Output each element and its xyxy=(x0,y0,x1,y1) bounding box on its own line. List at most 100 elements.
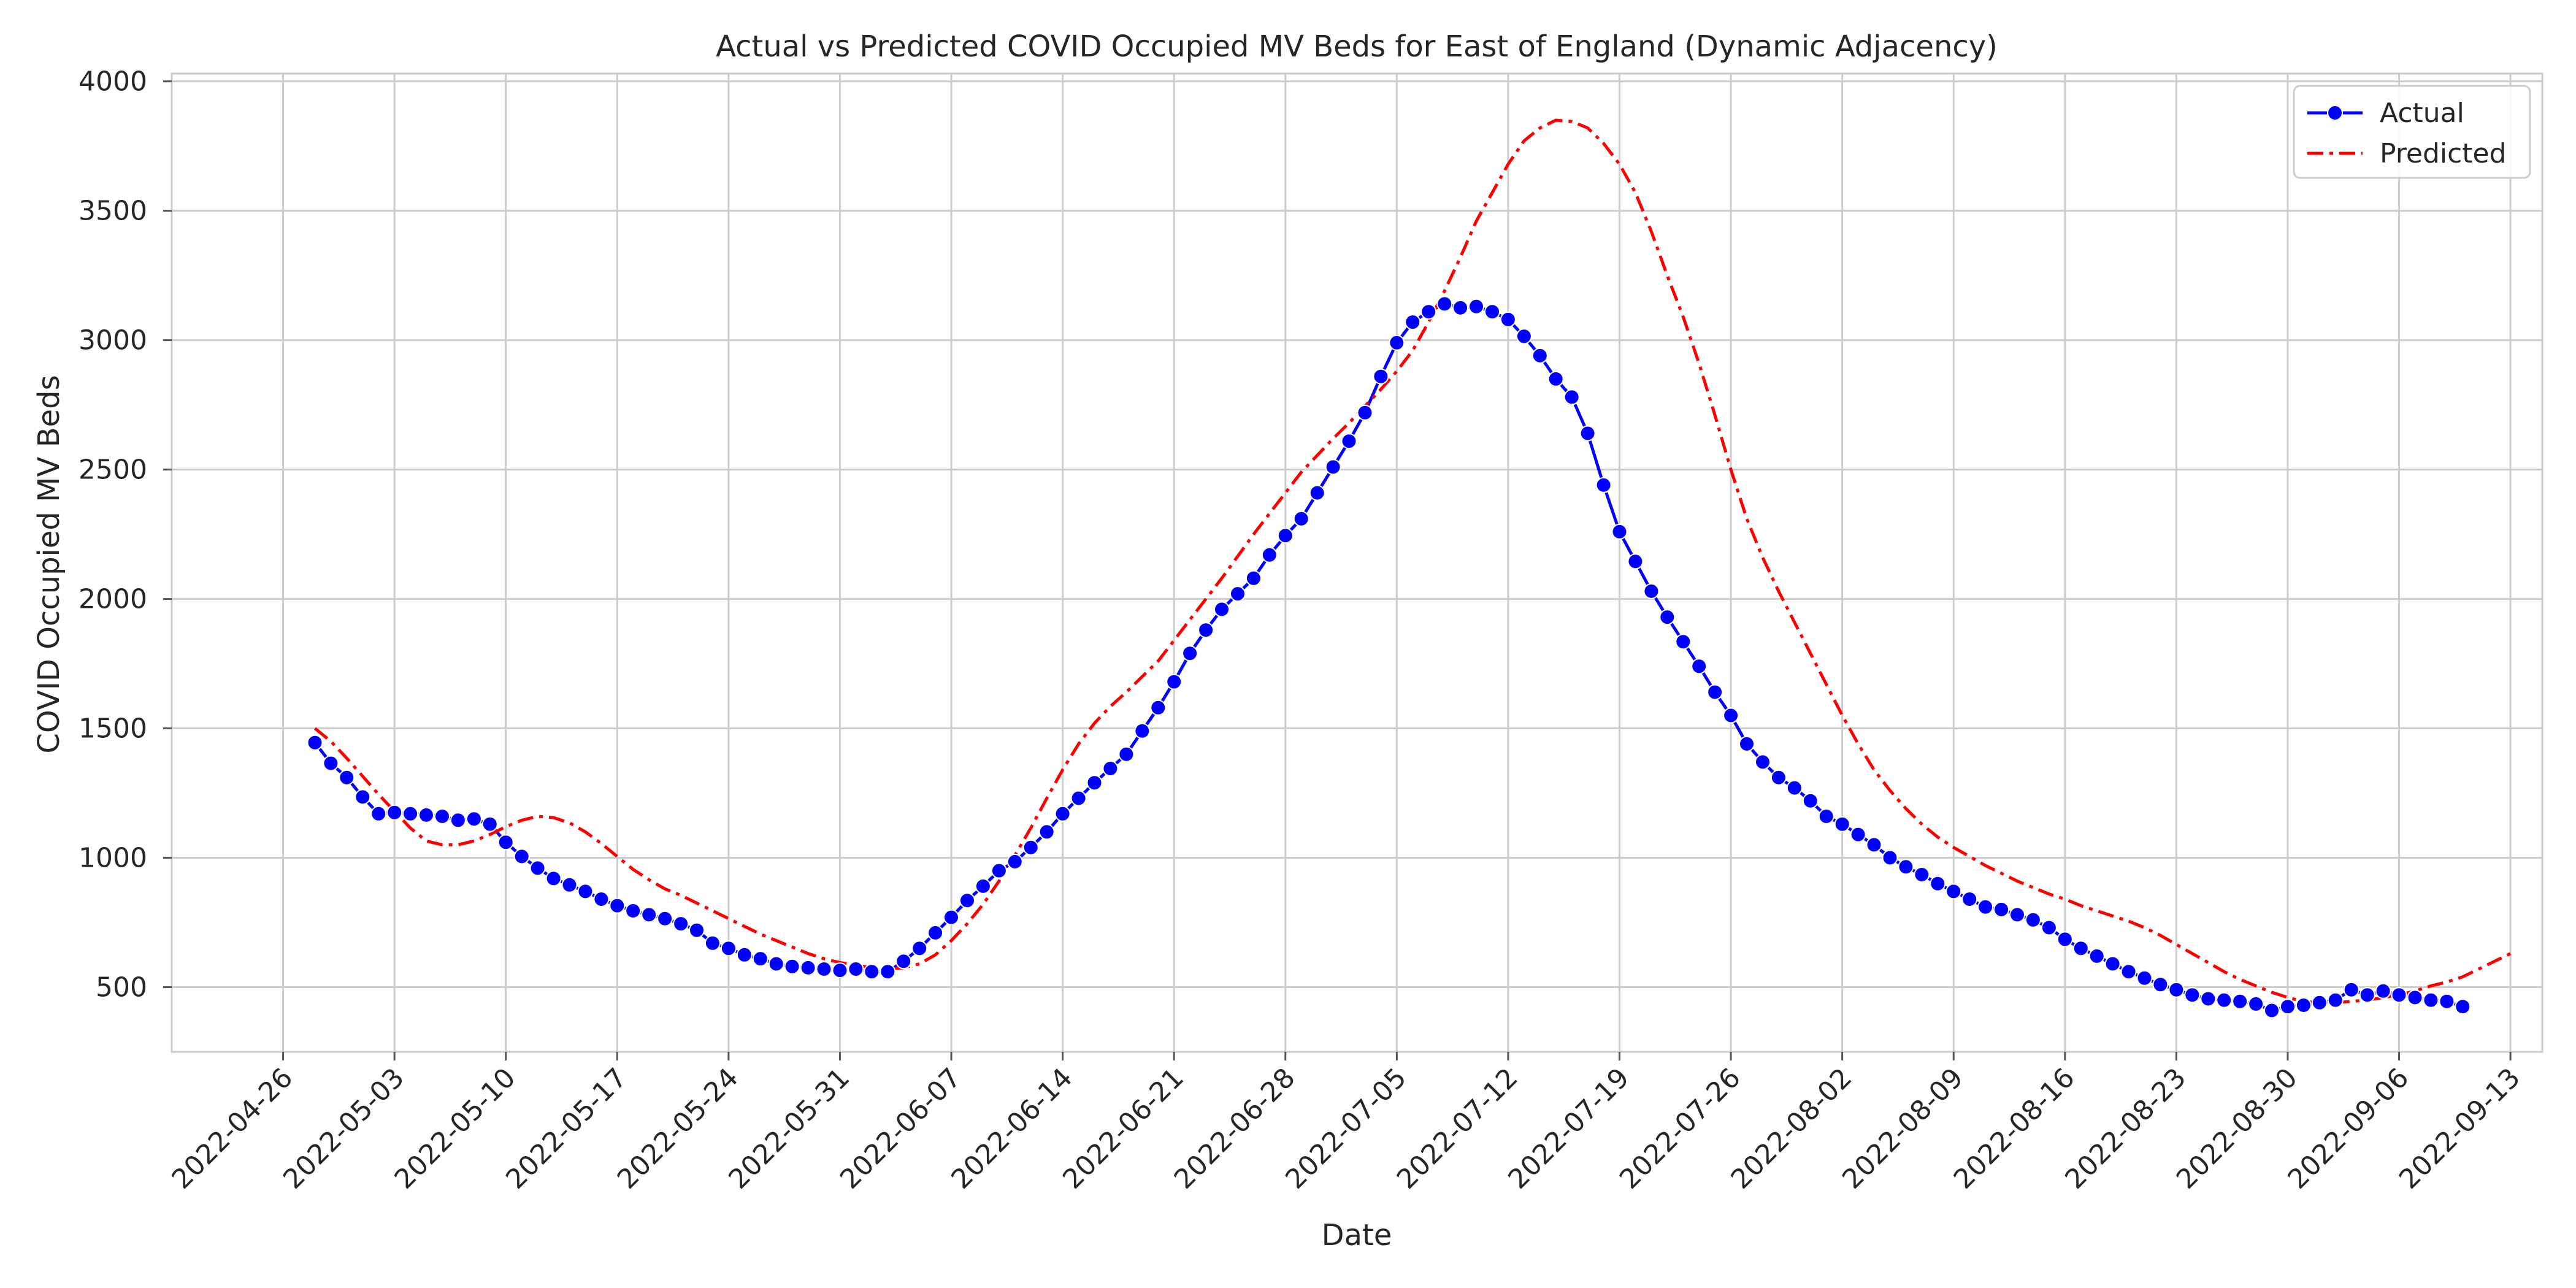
series-point-actual xyxy=(1150,699,1167,716)
series-point-actual xyxy=(752,951,769,967)
series-point-actual xyxy=(1086,775,1103,791)
series-point-actual xyxy=(2311,994,2328,1011)
series-point-actual xyxy=(561,876,578,893)
series-point-actual xyxy=(816,961,832,977)
series-point-actual xyxy=(1230,586,1246,602)
series-point-actual xyxy=(1691,658,1708,675)
series-point-actual xyxy=(1357,404,1373,421)
series-point-actual xyxy=(1945,883,1962,900)
series-point-actual xyxy=(1898,859,1914,875)
series-point-actual xyxy=(704,935,721,951)
series-point-actual xyxy=(1850,826,1866,843)
series-point-actual xyxy=(609,897,626,914)
y-tick-label: 3000 xyxy=(79,325,147,356)
series-point-actual xyxy=(1930,875,1946,892)
series-point-actual xyxy=(657,910,673,927)
series-point-actual xyxy=(2375,983,2391,999)
series-point-actual xyxy=(1038,824,1055,840)
series-point-actual xyxy=(577,883,594,900)
series-point-actual xyxy=(2184,987,2201,1003)
y-tick-label: 4000 xyxy=(79,66,147,98)
series-point-actual xyxy=(323,755,339,772)
series-point-actual xyxy=(450,812,466,829)
y-tick-label: 2500 xyxy=(79,454,147,486)
series-point-actual xyxy=(2232,993,2248,1010)
series-point-actual xyxy=(355,789,371,805)
series-point-actual xyxy=(1245,570,1262,586)
series-point-actual xyxy=(2264,1002,2280,1019)
series-point-actual xyxy=(2025,911,2041,928)
series-point-actual xyxy=(1277,527,1294,544)
series-point-actual xyxy=(1802,792,1819,809)
series-point-actual xyxy=(1373,368,1389,385)
series-point-actual xyxy=(2009,907,2025,923)
series-point-actual xyxy=(720,940,737,957)
legend-label-actual: Actual xyxy=(2380,98,2464,129)
series-point-actual xyxy=(2391,987,2407,1003)
y-tick-label: 2000 xyxy=(79,584,147,615)
chart-title: Actual vs Predicted COVID Occupied MV Be… xyxy=(716,29,1998,64)
series-point-actual xyxy=(307,734,323,751)
series-point-actual xyxy=(2216,992,2233,1008)
series-point-actual xyxy=(1022,839,1039,856)
legend: Actual Predicted xyxy=(2293,85,2531,179)
series-point-actual xyxy=(593,891,610,907)
series-point-actual xyxy=(2327,992,2344,1008)
series-point-actual xyxy=(434,808,450,824)
series-point-actual xyxy=(1531,347,1548,364)
y-tick-label: 1000 xyxy=(79,843,147,874)
series-point-actual xyxy=(800,959,816,976)
series-point-actual xyxy=(927,924,944,941)
y-tick-label: 3500 xyxy=(79,196,147,227)
series-point-actual xyxy=(1579,425,1596,442)
series-point-actual xyxy=(2152,976,2169,993)
series-point-actual xyxy=(370,805,387,822)
series-point-actual xyxy=(339,769,355,786)
y-ticks: 500 1000 1500 2000 2500 3000 3500 4000 xyxy=(79,66,172,1003)
series-point-actual xyxy=(1102,761,1119,776)
series-point-actual xyxy=(1659,609,1676,626)
series-point-actual xyxy=(1643,583,1660,599)
series-point-actual xyxy=(1293,510,1309,527)
series-point-actual xyxy=(1595,477,1612,493)
series-point-actual xyxy=(641,907,657,923)
series-point-actual xyxy=(529,860,546,876)
series-point-actual xyxy=(1452,299,1469,316)
plot-markers xyxy=(307,296,2471,1019)
series-point-actual xyxy=(959,892,975,909)
series-point-actual xyxy=(975,878,991,894)
series-point-actual xyxy=(1182,645,1198,662)
series-point-actual xyxy=(2280,999,2296,1015)
series-point-actual xyxy=(1834,816,1850,832)
series-point-actual xyxy=(2057,931,2073,948)
y-tick-label: 1500 xyxy=(79,713,147,745)
series-point-actual xyxy=(911,940,928,957)
series-point-actual xyxy=(2295,997,2312,1013)
series-point-actual xyxy=(2343,981,2359,998)
series-point-actual xyxy=(418,807,434,823)
series-point-actual xyxy=(991,862,1007,879)
series-point-actual xyxy=(1054,805,1071,822)
series-point-actual xyxy=(1500,311,1516,328)
series-point-actual xyxy=(1070,790,1087,807)
series-point-actual xyxy=(1325,459,1341,475)
y-tick-label: 500 xyxy=(96,972,147,1003)
series-point-actual xyxy=(1723,707,1739,724)
series-point-actual xyxy=(1882,849,1898,866)
series-point-actual xyxy=(736,946,753,963)
series-point-actual xyxy=(689,922,705,938)
legend-marker-actual xyxy=(2327,105,2343,121)
series-point-actual xyxy=(386,804,403,821)
series-point-actual xyxy=(2248,995,2264,1012)
series-point-actual xyxy=(625,903,642,919)
x-axis-label: Date xyxy=(1322,1218,1392,1252)
series-point-actual xyxy=(2136,970,2153,986)
series-point-actual xyxy=(1914,867,1930,883)
series-point-actual xyxy=(1707,684,1723,700)
series-point-actual xyxy=(864,964,880,980)
series-point-actual xyxy=(1627,553,1644,570)
plot-lines xyxy=(313,118,2512,1012)
series-point-actual xyxy=(1961,891,1978,907)
series-point-actual xyxy=(497,834,514,851)
